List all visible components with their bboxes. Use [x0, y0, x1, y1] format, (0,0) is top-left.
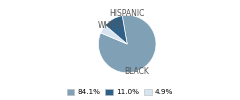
Text: BLACK: BLACK [124, 67, 149, 76]
Text: WHITE: WHITE [97, 21, 122, 30]
Text: HISPANIC: HISPANIC [110, 9, 145, 18]
Wedge shape [101, 25, 127, 44]
Wedge shape [105, 16, 127, 44]
Wedge shape [98, 15, 156, 73]
Legend: 84.1%, 11.0%, 4.9%: 84.1%, 11.0%, 4.9% [64, 86, 176, 98]
